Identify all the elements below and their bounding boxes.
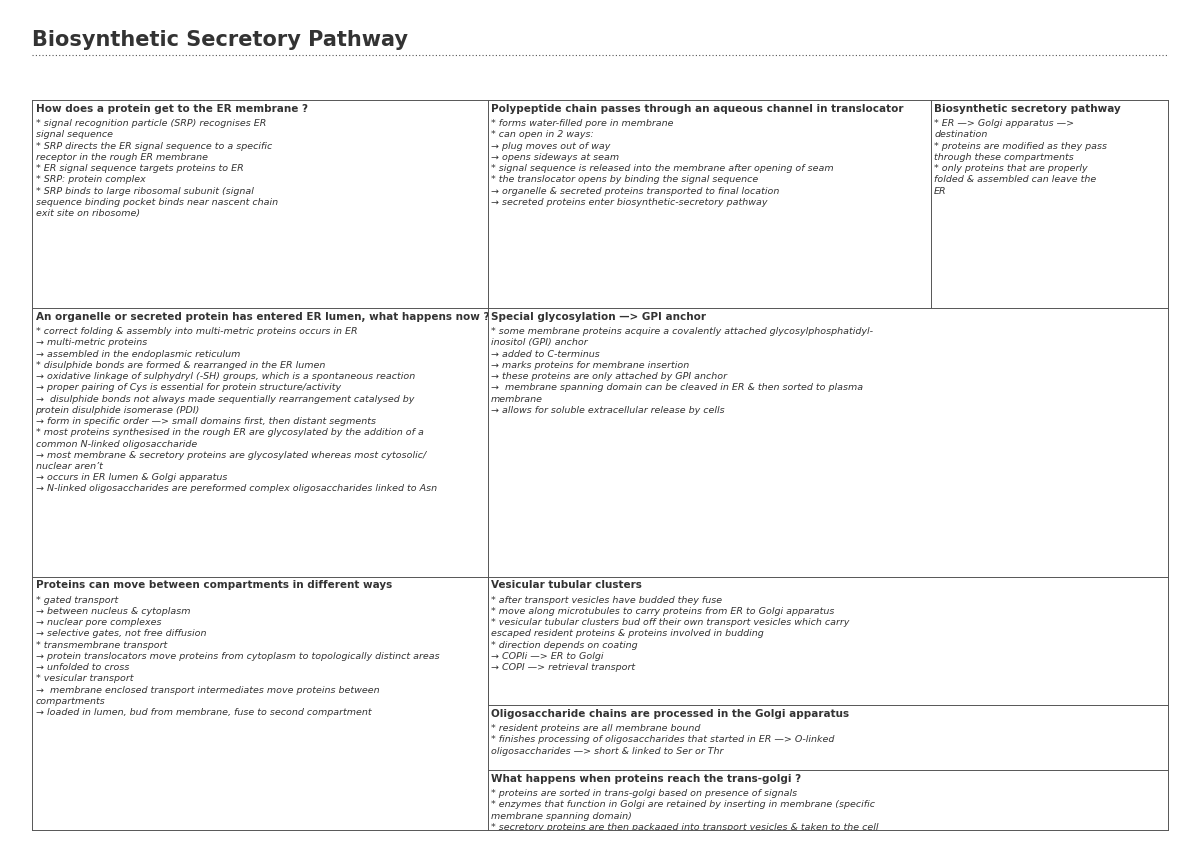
- Text: * resident proteins are all membrane bound
* finishes processing of oligosacchar: * resident proteins are all membrane bou…: [491, 724, 834, 756]
- Text: * forms water-filled pore in membrane
* can open in 2 ways:
→ plug moves out of : * forms water-filled pore in membrane * …: [491, 119, 834, 207]
- Text: * correct folding & assembly into multi-metric proteins occurs in ER
→ multi-met: * correct folding & assembly into multi-…: [36, 327, 437, 494]
- Text: * after transport vesicles have budded they fuse
* move along microtubules to ca: * after transport vesicles have budded t…: [491, 596, 850, 672]
- Text: Biosynthetic Secretory Pathway: Biosynthetic Secretory Pathway: [32, 30, 408, 50]
- Text: * ER —> Golgi apparatus —>
destination
* proteins are modified as they pass
thro: * ER —> Golgi apparatus —> destination *…: [934, 119, 1108, 196]
- Text: * gated transport
→ between nucleus & cytoplasm
→ nuclear pore complexes
→ selec: * gated transport → between nucleus & cy…: [36, 596, 439, 717]
- Text: Special glycosylation —> GPI anchor: Special glycosylation —> GPI anchor: [491, 311, 706, 321]
- Text: Proteins can move between compartments in different ways: Proteins can move between compartments i…: [36, 580, 391, 590]
- Text: Oligosaccharide chains are processed in the Golgi apparatus: Oligosaccharide chains are processed in …: [491, 709, 850, 718]
- Text: How does a protein get to the ER membrane ?: How does a protein get to the ER membran…: [36, 103, 307, 114]
- Text: Vesicular tubular clusters: Vesicular tubular clusters: [491, 580, 642, 590]
- Text: * signal recognition particle (SRP) recognises ER
signal sequence
* SRP directs : * signal recognition particle (SRP) reco…: [36, 119, 277, 218]
- Text: Biosynthetic secretory pathway: Biosynthetic secretory pathway: [934, 103, 1121, 114]
- Text: * some membrane proteins acquire a covalently attached glycosylphosphatidyl-
ino: * some membrane proteins acquire a coval…: [491, 327, 874, 415]
- Text: What happens when proteins reach the trans-golgi ?: What happens when proteins reach the tra…: [491, 773, 802, 784]
- Text: Polypeptide chain passes through an aqueous channel in translocator: Polypeptide chain passes through an aque…: [491, 103, 904, 114]
- Text: An organelle or secreted protein has entered ER lumen, what happens now ?: An organelle or secreted protein has ent…: [36, 311, 490, 321]
- Text: * proteins are sorted in trans-golgi based on presence of signals
* enzymes that: * proteins are sorted in trans-golgi bas…: [491, 789, 878, 843]
